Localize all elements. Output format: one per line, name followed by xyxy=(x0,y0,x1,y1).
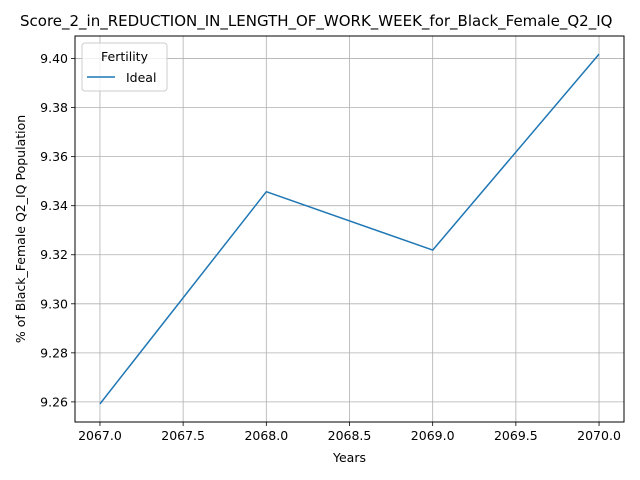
y-axis: 9.26 9.28 9.30 9.32 9.34 9.36 9.38 9.40 xyxy=(40,51,75,409)
x-tick-label: 2069.5 xyxy=(494,428,538,443)
x-axis-label: Years xyxy=(332,450,366,465)
legend-title: Fertility xyxy=(101,49,149,64)
y-axis-label: % of Black_Female Q2_IQ Population xyxy=(13,115,28,343)
y-tick-label: 9.32 xyxy=(40,247,68,262)
x-tick-label: 2068.5 xyxy=(328,428,372,443)
x-tick-label: 2070.0 xyxy=(577,428,621,443)
x-tick-label: 2069.0 xyxy=(411,428,455,443)
x-tick-label: 2067.0 xyxy=(78,428,122,443)
y-tick-label: 9.34 xyxy=(40,198,68,213)
y-tick-label: 9.30 xyxy=(40,296,68,311)
y-tick-label: 9.40 xyxy=(40,51,68,66)
legend-label-ideal: Ideal xyxy=(126,70,156,85)
chart-title: Score_2_in_REDUCTION_IN_LENGTH_OF_WORK_W… xyxy=(20,12,612,31)
x-tick-label: 2067.5 xyxy=(161,428,205,443)
y-tick-label: 9.26 xyxy=(40,394,68,409)
x-tick-label: 2068.0 xyxy=(244,428,288,443)
series-layer xyxy=(99,53,600,405)
y-tick-label: 9.36 xyxy=(40,149,68,164)
grid-lines xyxy=(75,36,624,422)
y-tick-label: 9.38 xyxy=(40,100,68,115)
legend-box xyxy=(81,42,168,92)
legend: Fertility Ideal xyxy=(81,42,168,92)
series-line-ideal xyxy=(99,53,600,405)
x-axis: 2067.0 2067.5 2068.0 2068.5 2069.0 2069.5 2070… xyxy=(78,422,621,443)
y-tick-label: 9.28 xyxy=(40,345,68,360)
